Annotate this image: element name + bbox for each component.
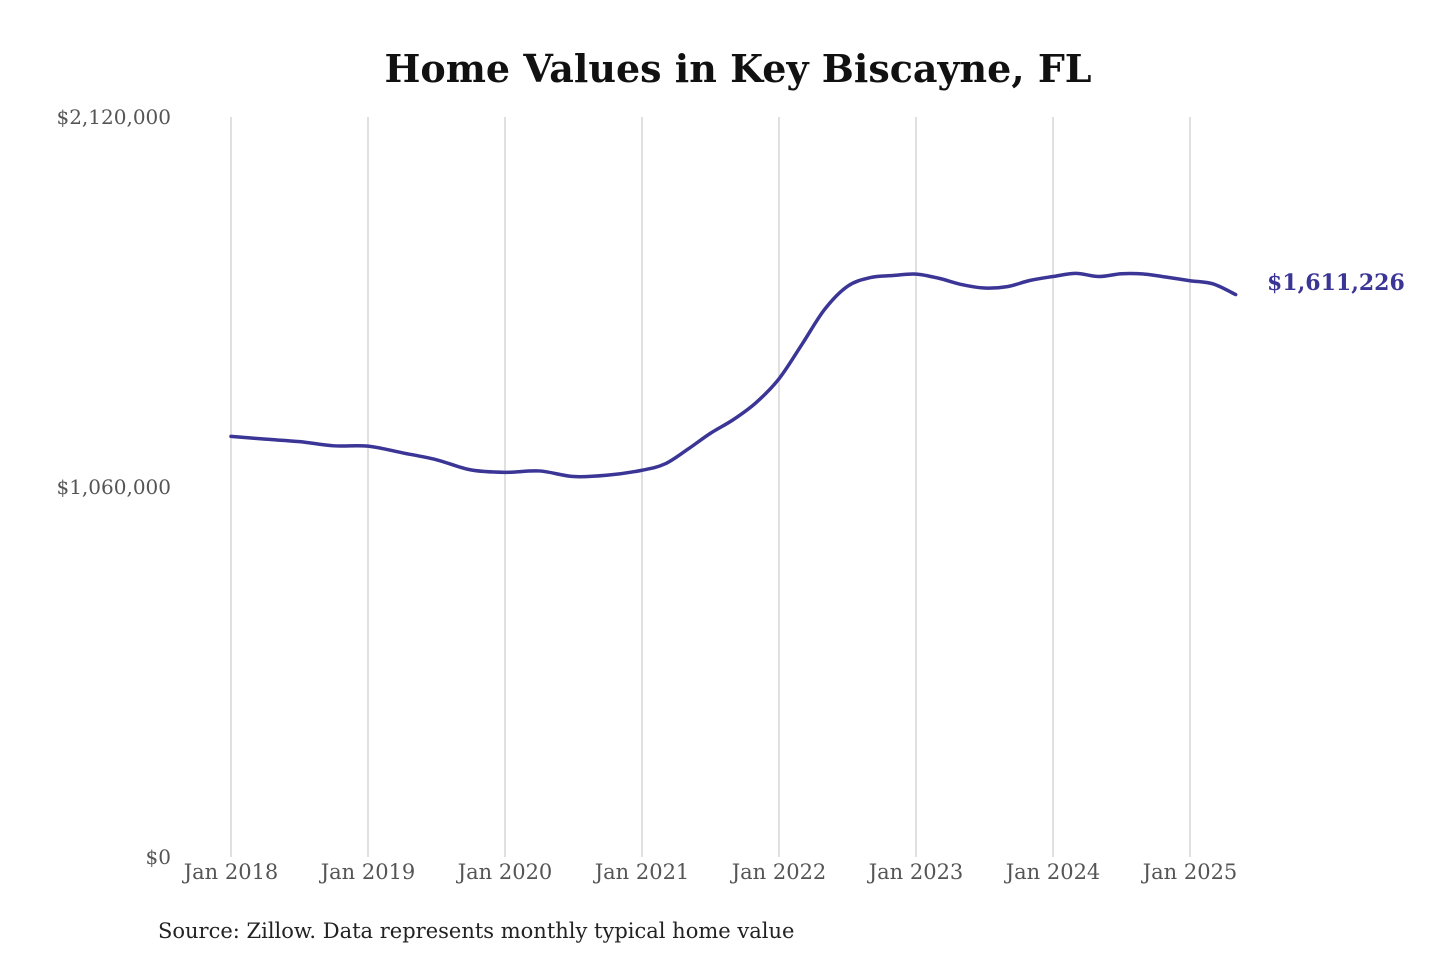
x-tick-label-3: Jan 2021 bbox=[593, 860, 690, 884]
chart-title: Home Values in Key Biscayne, FL bbox=[384, 46, 1091, 91]
x-tick-label-7: Jan 2025 bbox=[1141, 860, 1238, 884]
x-tick-label-5: Jan 2023 bbox=[867, 860, 964, 884]
series bbox=[229, 271, 1238, 479]
x-tick-label-1: Jan 2019 bbox=[319, 860, 416, 884]
x-tick-label-2: Jan 2020 bbox=[456, 860, 553, 884]
source-note: Source: Zillow. Data represents monthly … bbox=[158, 919, 794, 943]
end-value-label: $1,611,226 bbox=[1267, 270, 1405, 296]
x-tick-label-6: Jan 2024 bbox=[1004, 860, 1101, 884]
gridlines bbox=[230, 117, 1191, 857]
series-line-0 bbox=[229, 271, 1238, 479]
y-tick-label-1: $1,060,000 bbox=[56, 475, 171, 499]
x-tick-label-4: Jan 2022 bbox=[730, 860, 827, 884]
y-tick-label-2: $2,120,000 bbox=[56, 105, 171, 129]
x-tick-label-0: Jan 2018 bbox=[182, 860, 279, 884]
x-axis: Jan 2018 Jan 2019 Jan 2020 Jan 2021 Jan 2022… bbox=[182, 860, 1238, 884]
y-tick-label-0: $0 bbox=[146, 845, 171, 869]
y-axis: $0 $1,060,000 $2,120,000 bbox=[56, 105, 171, 869]
